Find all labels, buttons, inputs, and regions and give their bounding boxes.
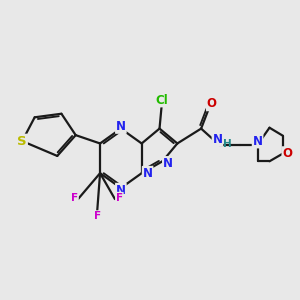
Text: N: N bbox=[163, 157, 173, 170]
Text: S: S bbox=[17, 135, 27, 148]
Text: F: F bbox=[71, 193, 78, 202]
Text: N: N bbox=[142, 167, 153, 180]
Text: H: H bbox=[223, 139, 232, 149]
Text: N: N bbox=[253, 135, 262, 148]
Text: F: F bbox=[116, 193, 123, 202]
Text: N: N bbox=[212, 133, 223, 146]
Text: Cl: Cl bbox=[155, 94, 168, 106]
Text: O: O bbox=[207, 98, 217, 110]
Text: O: O bbox=[282, 147, 292, 160]
Text: N: N bbox=[116, 120, 126, 133]
Text: F: F bbox=[94, 211, 101, 221]
Text: N: N bbox=[116, 184, 126, 196]
